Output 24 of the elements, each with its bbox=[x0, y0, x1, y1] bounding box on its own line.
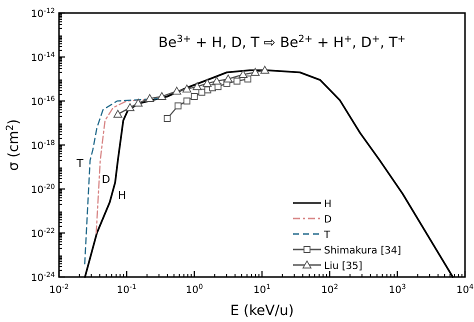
y-tick-label: 10$^{-18}$ bbox=[30, 139, 55, 152]
x-tick-label: 10$^{4}$ bbox=[456, 283, 474, 296]
y-tick-label: 10$^{-14}$ bbox=[30, 51, 56, 64]
annotation: T bbox=[76, 157, 84, 170]
x-axis-title: E (keV/u) bbox=[230, 303, 294, 319]
x-tick-label: 10$^{1}$ bbox=[253, 283, 271, 296]
chart-title: Be$^{3+}$ + H, D, T ⇨ Be$^{2+}$ + H$^{+}$, D$^{+}$, T$^{+}$ bbox=[158, 34, 406, 51]
y-tick-label: 10$^{-20}$ bbox=[30, 183, 55, 196]
legend-label: T bbox=[323, 230, 331, 241]
annotation: D bbox=[102, 173, 110, 186]
y-tick-label: 10$^{-16}$ bbox=[30, 95, 56, 108]
y-tick-label: 10$^{-12}$ bbox=[30, 7, 55, 20]
legend-label: Shimakura [34] bbox=[324, 246, 402, 256]
x-tick-label: 10$^{-1}$ bbox=[116, 283, 137, 296]
y-tick-label: 10$^{-22}$ bbox=[30, 227, 55, 240]
legend-label: D bbox=[324, 214, 332, 226]
annotation: H bbox=[118, 189, 126, 202]
legend-label: H bbox=[324, 199, 332, 210]
x-tick-label: 10$^{-2}$ bbox=[49, 283, 69, 296]
x-tick-label: 10$^{0}$ bbox=[186, 283, 203, 296]
y-tick-label: 10$^{-24}$ bbox=[30, 271, 56, 284]
x-tick-label: 10$^{2}$ bbox=[321, 283, 338, 296]
x-tick-label: 10$^{3}$ bbox=[388, 283, 406, 296]
legend-label: Liu [35] bbox=[324, 261, 362, 272]
